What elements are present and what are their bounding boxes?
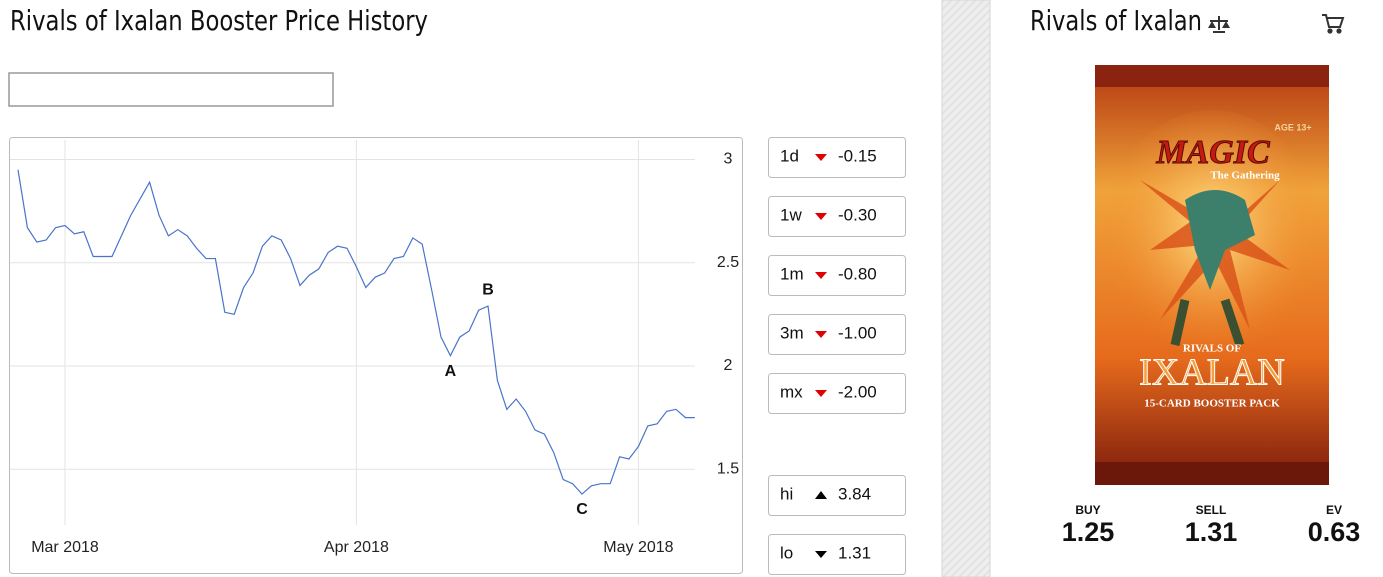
price-value: 1.31 — [1185, 517, 1238, 547]
stat-button[interactable]: 1d -0.15 — [768, 137, 906, 178]
stat-box — [768, 255, 906, 296]
stat-label: 1m — [780, 264, 804, 283]
stat-arrow — [815, 213, 827, 220]
stat-box — [768, 475, 906, 516]
cart-icon[interactable] — [1322, 14, 1345, 34]
stat-label: 1d — [780, 146, 799, 165]
pack-description: 15-CARD BOOSTER PACK — [1144, 398, 1280, 410]
product-title: Rivals of Ixalan — [1030, 4, 1202, 37]
stat-value: -0.80 — [838, 264, 877, 283]
stat-label: lo — [780, 543, 793, 562]
stat-box — [768, 314, 906, 355]
price-label: SELL — [1196, 503, 1227, 517]
stat-arrow — [815, 551, 827, 558]
stats-panel: 1d -0.15 1w -0.30 1m -0.80 3m -1.00 mx -2.00 hi 3.8… — [768, 137, 906, 575]
price-label: EV — [1326, 503, 1342, 517]
y-tick-label: 2 — [724, 357, 733, 374]
pack-brand: MAGIC — [1155, 134, 1270, 171]
stat-label: 1w — [780, 205, 802, 224]
price-value: 0.63 — [1308, 517, 1361, 547]
y-tick-label: 2.5 — [717, 254, 739, 271]
stat-box — [768, 534, 906, 575]
stat-button[interactable]: 3m -1.00 — [768, 314, 906, 355]
x-tick-label: Mar 2018 — [31, 539, 99, 556]
page-title: Rivals of Ixalan Booster Price History — [10, 4, 428, 37]
price-value: 1.25 — [1062, 517, 1115, 547]
chart-frame — [9, 137, 743, 574]
stat-button[interactable]: 1m -0.80 — [768, 255, 906, 296]
pack-set-name: IXALAN — [1139, 352, 1285, 394]
stat-box — [768, 373, 906, 414]
stat-box — [768, 196, 906, 237]
stat-label: hi — [780, 484, 793, 503]
stat-button[interactable]: hi 3.84 — [768, 475, 906, 516]
stat-value: -1.00 — [838, 323, 877, 342]
stat-value: -2.00 — [838, 382, 877, 401]
stat-arrow — [815, 390, 827, 397]
plot: 1.5 2 2.5 3 Mar 2018 Apr 2018 May 2018 A B C — [10, 140, 739, 556]
price-label: BUY — [1075, 503, 1100, 517]
stat-arrow — [815, 331, 827, 338]
x-tick-label: Apr 2018 — [324, 539, 389, 556]
y-tick-label: 1.5 — [717, 460, 739, 477]
point-label: B — [482, 281, 494, 298]
stat-button[interactable]: 1w -0.30 — [768, 196, 906, 237]
stat-arrow — [815, 491, 827, 499]
divider — [941, 0, 991, 577]
price-line — [17, 169, 695, 495]
pack-tagline: The Gathering — [1210, 170, 1280, 182]
scale-icon[interactable] — [1208, 16, 1230, 33]
x-tick-label: May 2018 — [603, 539, 673, 556]
stat-value: -0.30 — [838, 205, 877, 224]
point-label: C — [576, 501, 588, 518]
stat-label: 3m — [780, 323, 804, 342]
pack-set-top: RIVALS OF — [1183, 343, 1241, 355]
stat-label: mx — [780, 382, 803, 401]
stat-value: 3.84 — [838, 484, 871, 503]
stat-arrow — [815, 272, 827, 279]
search-input[interactable] — [8, 72, 334, 107]
stat-box — [768, 137, 906, 178]
point-label: A — [445, 363, 457, 380]
stat-arrow — [815, 154, 827, 161]
stat-value: -0.15 — [838, 146, 877, 165]
y-tick-label: 3 — [724, 151, 733, 168]
stat-button[interactable]: lo 1.31 — [768, 534, 906, 575]
stat-value: 1.31 — [838, 543, 871, 562]
stat-button[interactable]: mx -2.00 — [768, 373, 906, 414]
pack-age: AGE 13+ — [1274, 122, 1311, 132]
booster-pack: AGE 13+ MAGIC The Gathering RIVALS OF IX… — [1095, 65, 1329, 485]
